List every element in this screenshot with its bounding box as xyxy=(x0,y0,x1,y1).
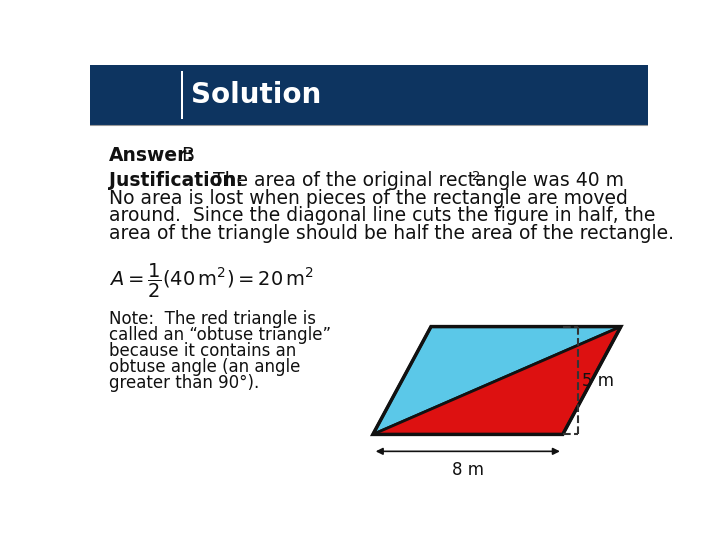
Text: obtuse angle (an angle: obtuse angle (an angle xyxy=(109,358,301,376)
Text: $A = \dfrac{1}{2}\left(40\,\mathrm{m}^2\right) = 20\,\mathrm{m}^2$: $A = \dfrac{1}{2}\left(40\,\mathrm{m}^2\… xyxy=(109,262,315,300)
Text: The area of the original rectangle was 40 m: The area of the original rectangle was 4… xyxy=(201,171,624,190)
Text: 8 m: 8 m xyxy=(452,461,484,480)
Bar xyxy=(181,71,184,119)
Text: because it contains an: because it contains an xyxy=(109,342,297,360)
Text: No area is lost when pieces of the rectangle are moved: No area is lost when pieces of the recta… xyxy=(109,189,629,208)
Text: area of the triangle should be half the area of the rectangle.: area of the triangle should be half the … xyxy=(109,224,675,243)
Text: 2: 2 xyxy=(472,170,480,183)
Text: B: B xyxy=(170,146,195,165)
Polygon shape xyxy=(373,327,621,434)
Text: Note:  The red triangle is: Note: The red triangle is xyxy=(109,309,316,328)
Text: 5 m: 5 m xyxy=(582,372,614,389)
Text: Justification:: Justification: xyxy=(109,171,243,190)
Text: Answer:: Answer: xyxy=(109,146,195,165)
Text: greater than 90°).: greater than 90°). xyxy=(109,374,260,393)
Text: .: . xyxy=(477,171,482,190)
Text: Solution: Solution xyxy=(191,81,321,109)
Polygon shape xyxy=(373,327,621,434)
Text: called an “obtuse triangle”: called an “obtuse triangle” xyxy=(109,326,331,344)
Bar xyxy=(90,65,648,125)
Text: around.  Since the diagonal line cuts the figure in half, the: around. Since the diagonal line cuts the… xyxy=(109,206,656,226)
